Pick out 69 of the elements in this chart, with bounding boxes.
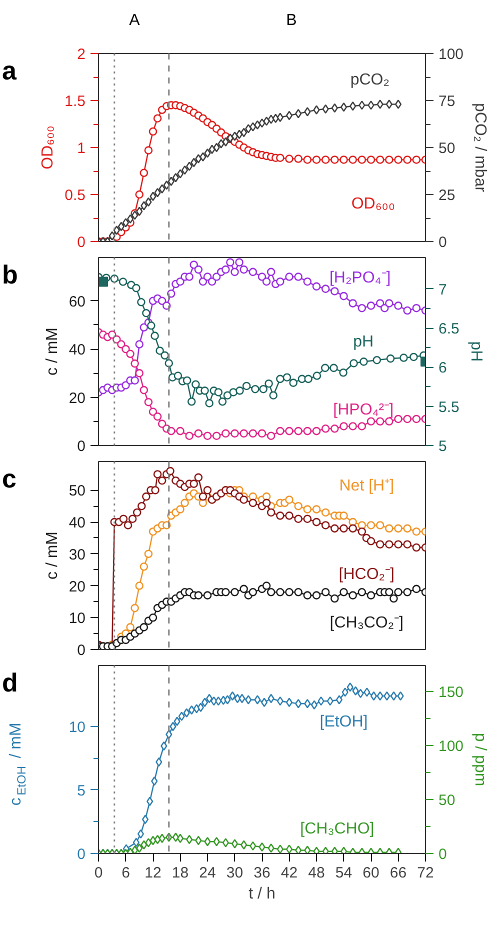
y-axis-title: OD₆₀₀ bbox=[40, 126, 57, 170]
y-axis-title: cEtOH / mM bbox=[8, 722, 28, 806]
y2-tick-label: 6.5 bbox=[438, 320, 460, 338]
y-tick-label: 60 bbox=[68, 293, 86, 310]
y-tick-label: 50 bbox=[68, 482, 86, 500]
x-tick-label: 48 bbox=[308, 864, 325, 882]
y-tick-label: 1 bbox=[77, 140, 86, 157]
series-label: [CH₃CHO] bbox=[300, 820, 374, 838]
y2-tick-label: 25 bbox=[438, 187, 456, 204]
series-label: pCO₂ bbox=[350, 71, 390, 88]
y2-tick-label: 5.5 bbox=[438, 398, 460, 416]
y-tick-label: 40 bbox=[68, 342, 86, 359]
text: B bbox=[286, 12, 297, 29]
series-label: pH bbox=[353, 334, 374, 351]
series-label: [HPO₄²⁻] bbox=[333, 401, 394, 418]
y-tick-label: 1.5 bbox=[64, 93, 86, 110]
y2-axis-title: p / ppm bbox=[472, 732, 489, 786]
y2-tick-label: 50 bbox=[438, 140, 456, 157]
y-tick-label: 20 bbox=[68, 578, 86, 596]
x-tick-label: 12 bbox=[144, 864, 162, 882]
x-tick-label: 30 bbox=[226, 864, 244, 882]
y-tick-label: 0 bbox=[77, 234, 86, 251]
y-axis-title: c / mM bbox=[44, 327, 61, 376]
y2-tick-label: 5 bbox=[438, 438, 447, 455]
x-axis-title: t / h bbox=[248, 886, 276, 902]
text: b bbox=[2, 259, 18, 290]
y-tick-label: 2 bbox=[77, 46, 86, 63]
y-axis-title: c / mM bbox=[44, 531, 61, 580]
x-tick-label: 0 bbox=[94, 864, 103, 882]
x-tick-label: 6 bbox=[122, 864, 130, 882]
y-tick-label: 20 bbox=[68, 390, 86, 407]
y-tick-label: 30 bbox=[68, 546, 86, 564]
y-tick-label: 0 bbox=[77, 846, 86, 863]
text: a bbox=[2, 55, 17, 86]
y-tick-label: 10 bbox=[68, 610, 86, 628]
text: A bbox=[129, 12, 140, 29]
x-tick-label: 66 bbox=[390, 864, 407, 882]
y-tick-label: 0 bbox=[77, 642, 86, 659]
x-tick-label: 54 bbox=[335, 864, 352, 882]
text: d bbox=[2, 667, 18, 698]
x-tick-label: 60 bbox=[362, 864, 380, 882]
y-tick-label: 0 bbox=[77, 438, 86, 455]
y2-axis-title: pCO₂ / mbar bbox=[472, 103, 489, 193]
y2-tick-label: 100 bbox=[438, 738, 464, 755]
series-label: [CH₃CO₂⁻] bbox=[330, 614, 404, 632]
y2-tick-label: 6 bbox=[438, 360, 447, 377]
x-tick-label: 36 bbox=[254, 864, 270, 882]
series-label: [HCO₂⁻] bbox=[338, 566, 394, 583]
y-tick-label: 5 bbox=[77, 782, 86, 800]
y2-tick-label: 50 bbox=[438, 792, 456, 809]
x-tick-label: 42 bbox=[280, 864, 298, 882]
y-tick-label: 0.5 bbox=[64, 187, 86, 204]
y2-tick-label: 7 bbox=[438, 281, 447, 298]
x-tick-label: 18 bbox=[172, 864, 189, 882]
series-label: [H₂PO₄⁻] bbox=[329, 270, 391, 287]
y-tick-label: 40 bbox=[68, 514, 86, 532]
y2-axis-title: pH bbox=[467, 341, 484, 362]
y2-tick-label: 0 bbox=[438, 846, 447, 863]
series-label: [EtOH] bbox=[320, 713, 368, 730]
y2-tick-label: 0 bbox=[438, 234, 447, 251]
x-tick-label: 24 bbox=[199, 864, 216, 882]
y2-tick-label: 100 bbox=[438, 46, 464, 63]
x-tick-label: 72 bbox=[417, 864, 434, 882]
y2-tick-label: 75 bbox=[438, 93, 456, 110]
text: OD₆₀₀ bbox=[351, 195, 396, 212]
y-tick-label: 10 bbox=[68, 718, 86, 736]
y2-tick-label: 150 bbox=[438, 684, 464, 701]
series-label: Net [H⁺] bbox=[339, 477, 394, 494]
text: c bbox=[2, 463, 16, 494]
